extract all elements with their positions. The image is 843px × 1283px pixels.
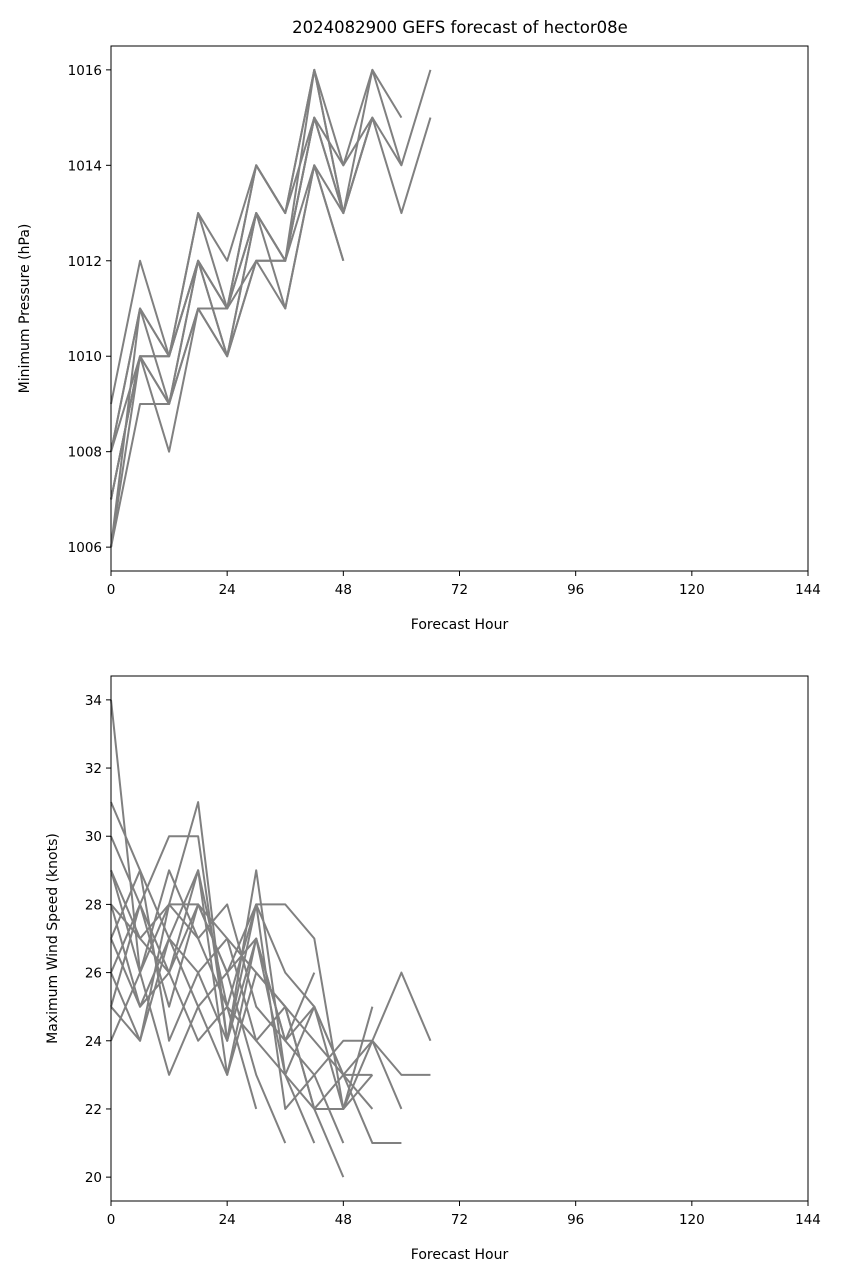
wind-x-tick-label: 144 bbox=[795, 1212, 821, 1228]
wind-x-tick-label: 24 bbox=[219, 1212, 236, 1228]
wind-panel: 0 24 48 72 96 120 144 20 22 24 26 28 30 32 34 Forecas… bbox=[45, 675, 821, 1263]
chart-title: 2024082900 GEFS forecast of hector08e bbox=[292, 18, 628, 37]
pressure-x-axis-label: Forecast Hour bbox=[411, 617, 509, 633]
pressure-x-tick-label: 0 bbox=[107, 582, 116, 598]
pressure-y-tick-label: 1008 bbox=[68, 445, 102, 461]
pressure-series-line bbox=[110, 117, 316, 452]
wind-y-tick-label: 24 bbox=[85, 1034, 102, 1050]
wind-x-tick-label: 48 bbox=[335, 1212, 352, 1228]
pressure-x-tick-label: 120 bbox=[679, 582, 705, 598]
wind-y-tick-label: 28 bbox=[85, 897, 102, 913]
pressure-y-tick-label: 1012 bbox=[68, 254, 102, 270]
pressure-x-tick-label: 24 bbox=[219, 582, 236, 598]
wind-series-line bbox=[110, 869, 373, 1076]
wind-y-axis-label: Maximum Wind Speed (knots) bbox=[45, 833, 61, 1044]
wind-series-line bbox=[110, 971, 287, 1144]
pressure-y-tick-label: 1006 bbox=[68, 540, 102, 556]
pressure-x-tick-label: 96 bbox=[567, 582, 584, 598]
wind-x-tick-label: 120 bbox=[679, 1212, 705, 1228]
wind-x-tick-label: 0 bbox=[107, 1212, 116, 1228]
pressure-panel: 0 24 48 72 96 120 144 1006 1008 1010 1012 1014 1016… bbox=[17, 45, 821, 633]
wind-y-tick-label: 30 bbox=[85, 829, 102, 845]
wind-y-tick-label: 34 bbox=[85, 693, 102, 709]
wind-series-line bbox=[110, 801, 432, 1076]
wind-x-tick-label: 72 bbox=[451, 1212, 468, 1228]
pressure-y-tick-label: 1014 bbox=[68, 158, 102, 174]
wind-series-line bbox=[110, 835, 431, 1110]
pressure-series-line bbox=[110, 68, 403, 500]
pressure-y-tick-label: 1010 bbox=[68, 349, 102, 365]
wind-x-tick-label: 96 bbox=[567, 1212, 584, 1228]
wind-y-tick-label: 26 bbox=[85, 966, 102, 982]
pressure-x-tick-label: 48 bbox=[335, 582, 352, 598]
wind-y-tick-label: 22 bbox=[85, 1102, 102, 1118]
pressure-x-tick-label: 72 bbox=[451, 582, 468, 598]
wind-y-tick-label: 32 bbox=[85, 761, 102, 777]
wind-series-line bbox=[110, 938, 258, 1110]
pressure-x-tick-label: 144 bbox=[795, 582, 821, 598]
wind-y-tick-label: 20 bbox=[85, 1170, 102, 1186]
pressure-y-axis-label: Minimum Pressure (hPa) bbox=[17, 224, 33, 394]
pressure-y-tick-label: 1016 bbox=[68, 63, 102, 79]
wind-series-line bbox=[110, 869, 403, 1110]
wind-x-axis-label: Forecast Hour bbox=[411, 1247, 509, 1263]
